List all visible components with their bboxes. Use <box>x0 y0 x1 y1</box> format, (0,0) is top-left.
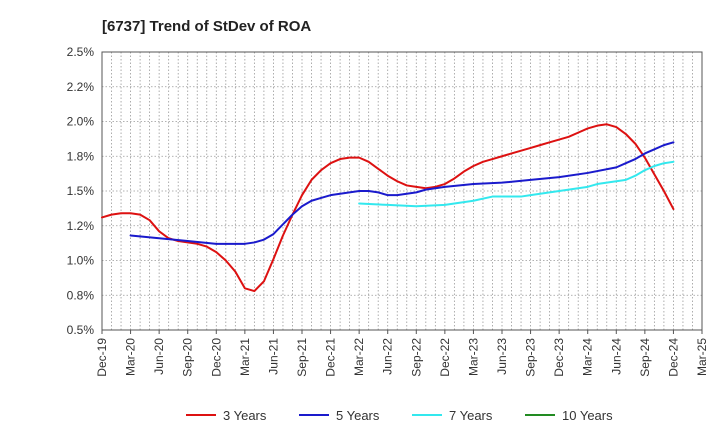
x-tick-label: Jun-23 <box>495 338 509 375</box>
y-tick-label: 2.0% <box>67 115 95 129</box>
x-tick-label: Jun-24 <box>609 338 623 375</box>
y-tick-label: 2.2% <box>67 80 95 94</box>
plot-area <box>102 52 702 330</box>
y-tick-label: 0.8% <box>67 288 95 302</box>
y-tick-label: 1.8% <box>67 149 95 163</box>
x-tick-label: Jun-22 <box>381 338 395 375</box>
x-tick-label: Dec-23 <box>552 338 566 377</box>
x-tick-label: Sep-21 <box>295 338 309 377</box>
y-tick-label: 1.5% <box>67 184 95 198</box>
legend-label: 3 Years <box>223 408 267 423</box>
x-tick-label: Mar-20 <box>124 338 138 376</box>
x-tick-label: Dec-20 <box>209 338 223 377</box>
legend: 3 Years 5 Years 7 Years 10 Years <box>186 408 613 423</box>
x-tick-label: Mar-21 <box>238 338 252 376</box>
x-tick-label: Sep-20 <box>181 338 195 377</box>
x-tick-label: Mar-24 <box>581 338 595 376</box>
legend-label: 5 Years <box>336 408 380 423</box>
x-tick-label: Sep-24 <box>638 338 652 377</box>
y-tick-label: 1.2% <box>67 219 95 233</box>
plot-border <box>101 51 703 331</box>
axes: 0.5% 0.8% 1.0% 1.2% 1.5% 1.8% 2.0% 2.2% 2.5% Dec-… <box>67 45 709 377</box>
y-tick-label: 2.5% <box>67 45 95 59</box>
x-tick-label: Jun-20 <box>152 338 166 375</box>
legend-label: 7 Years <box>449 408 493 423</box>
series-lines <box>101 123 675 293</box>
x-tick-label: Sep-22 <box>409 338 423 377</box>
x-tick-label: Mar-23 <box>466 338 480 376</box>
x-tick-label: Dec-19 <box>95 338 109 377</box>
legend-label: 10 Years <box>562 408 613 423</box>
x-tick-label: Jun-21 <box>266 338 280 375</box>
x-tick-label: Sep-23 <box>524 338 538 377</box>
series-line-5-years <box>129 141 675 245</box>
x-tick-label: Mar-22 <box>352 338 366 376</box>
y-tick-label: 1.0% <box>67 254 95 268</box>
grid <box>102 52 702 330</box>
x-tick-label: Dec-21 <box>324 338 338 377</box>
x-tick-label: Dec-24 <box>666 338 680 377</box>
x-tick-label: Mar-25 <box>695 338 709 376</box>
series-line-7-years <box>358 160 675 208</box>
chart-title: [6737] Trend of StDev of ROA <box>102 18 311 35</box>
y-tick-label: 0.5% <box>67 323 95 337</box>
series-line-3-years <box>101 123 675 293</box>
x-tick-label: Dec-22 <box>438 338 452 377</box>
